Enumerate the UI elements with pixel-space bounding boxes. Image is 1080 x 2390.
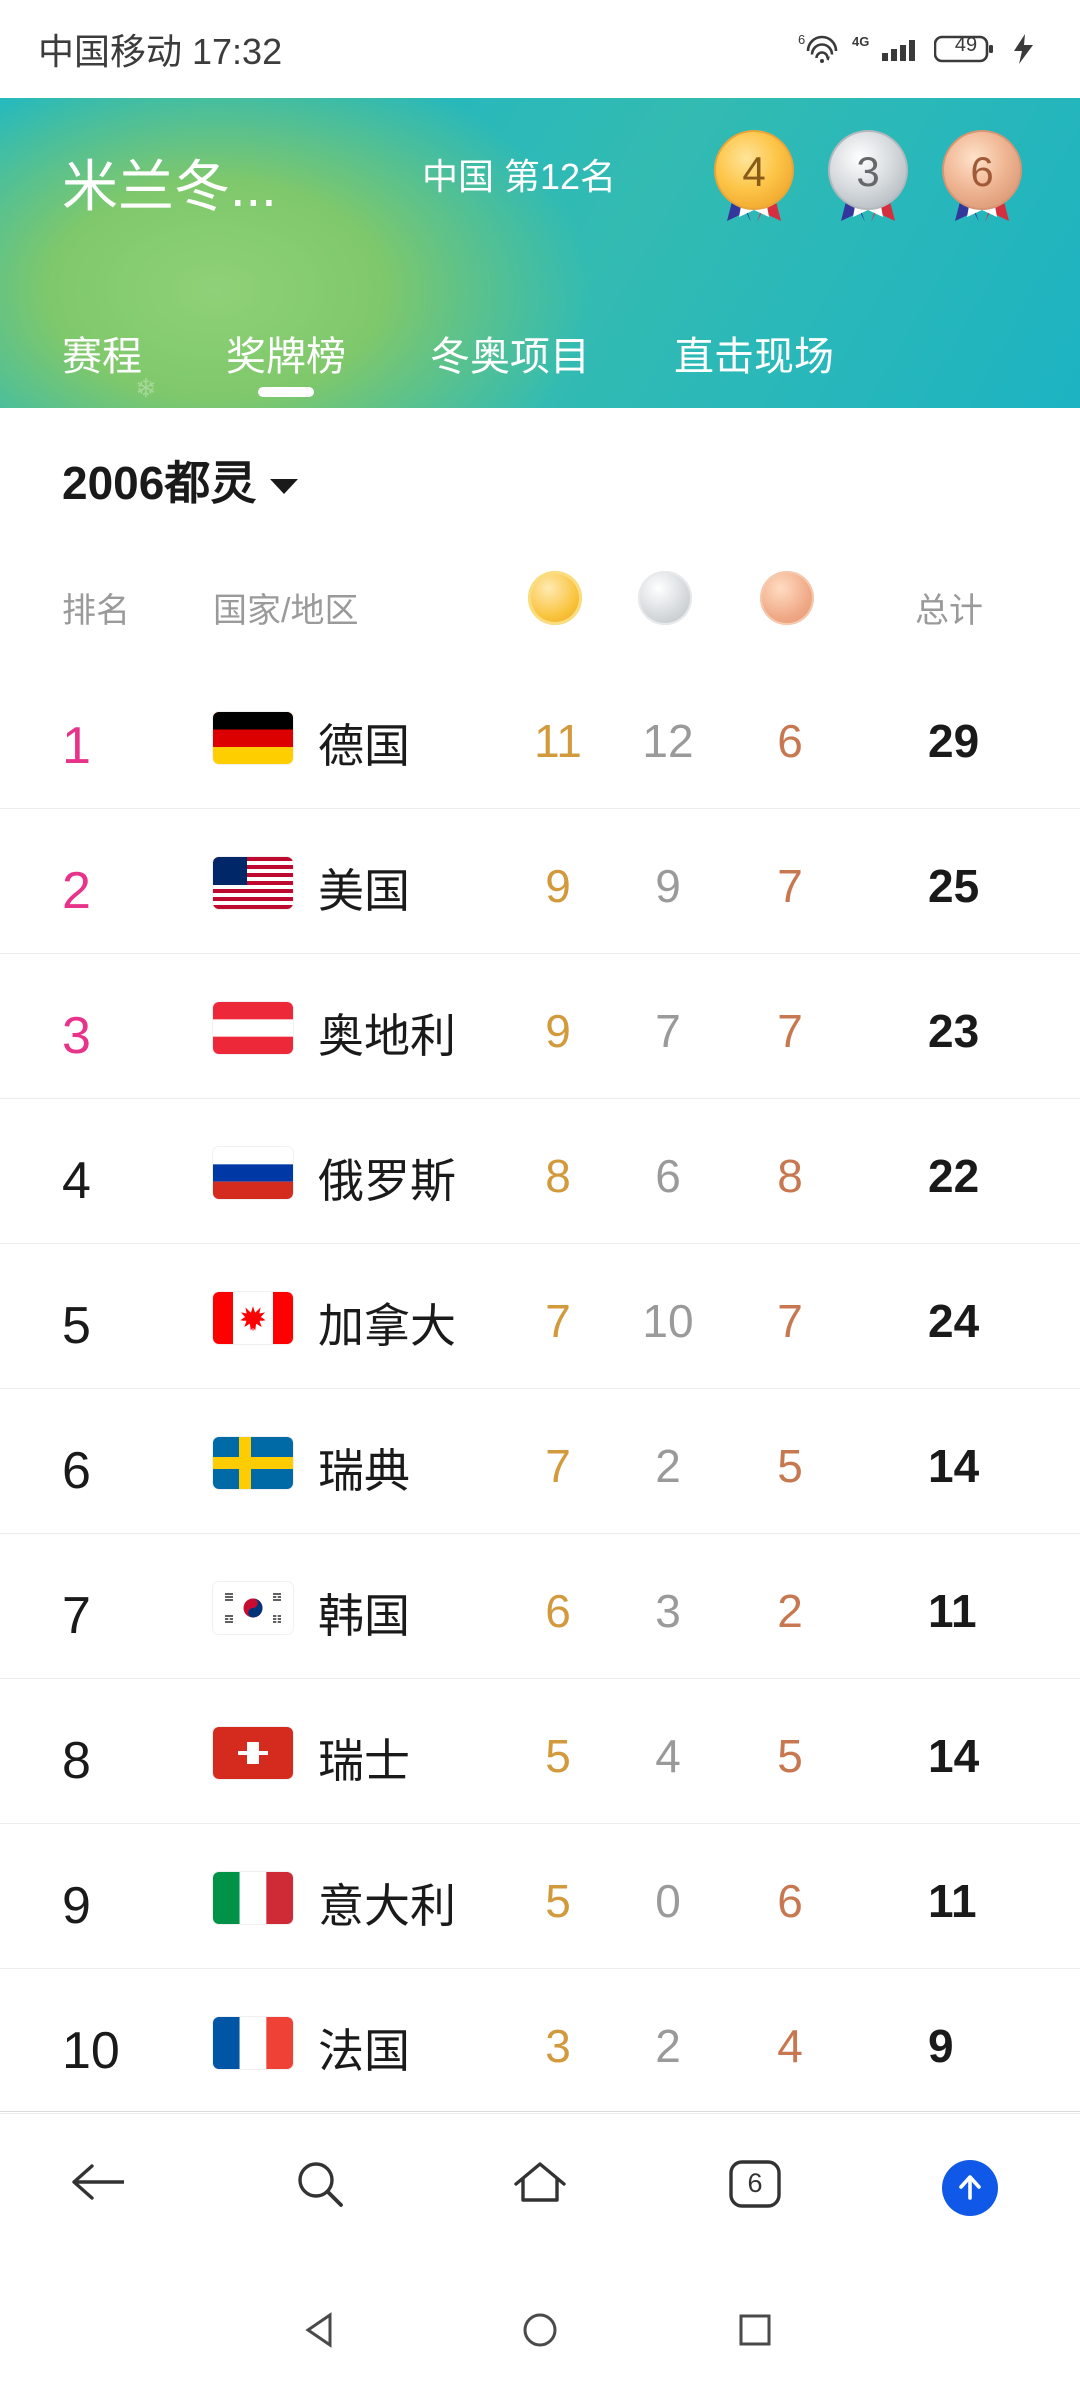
svg-text:3: 3: [856, 148, 879, 195]
svg-text:6: 6: [747, 2168, 762, 2198]
svg-text:6: 6: [970, 148, 993, 195]
svg-text:4: 4: [742, 148, 765, 195]
